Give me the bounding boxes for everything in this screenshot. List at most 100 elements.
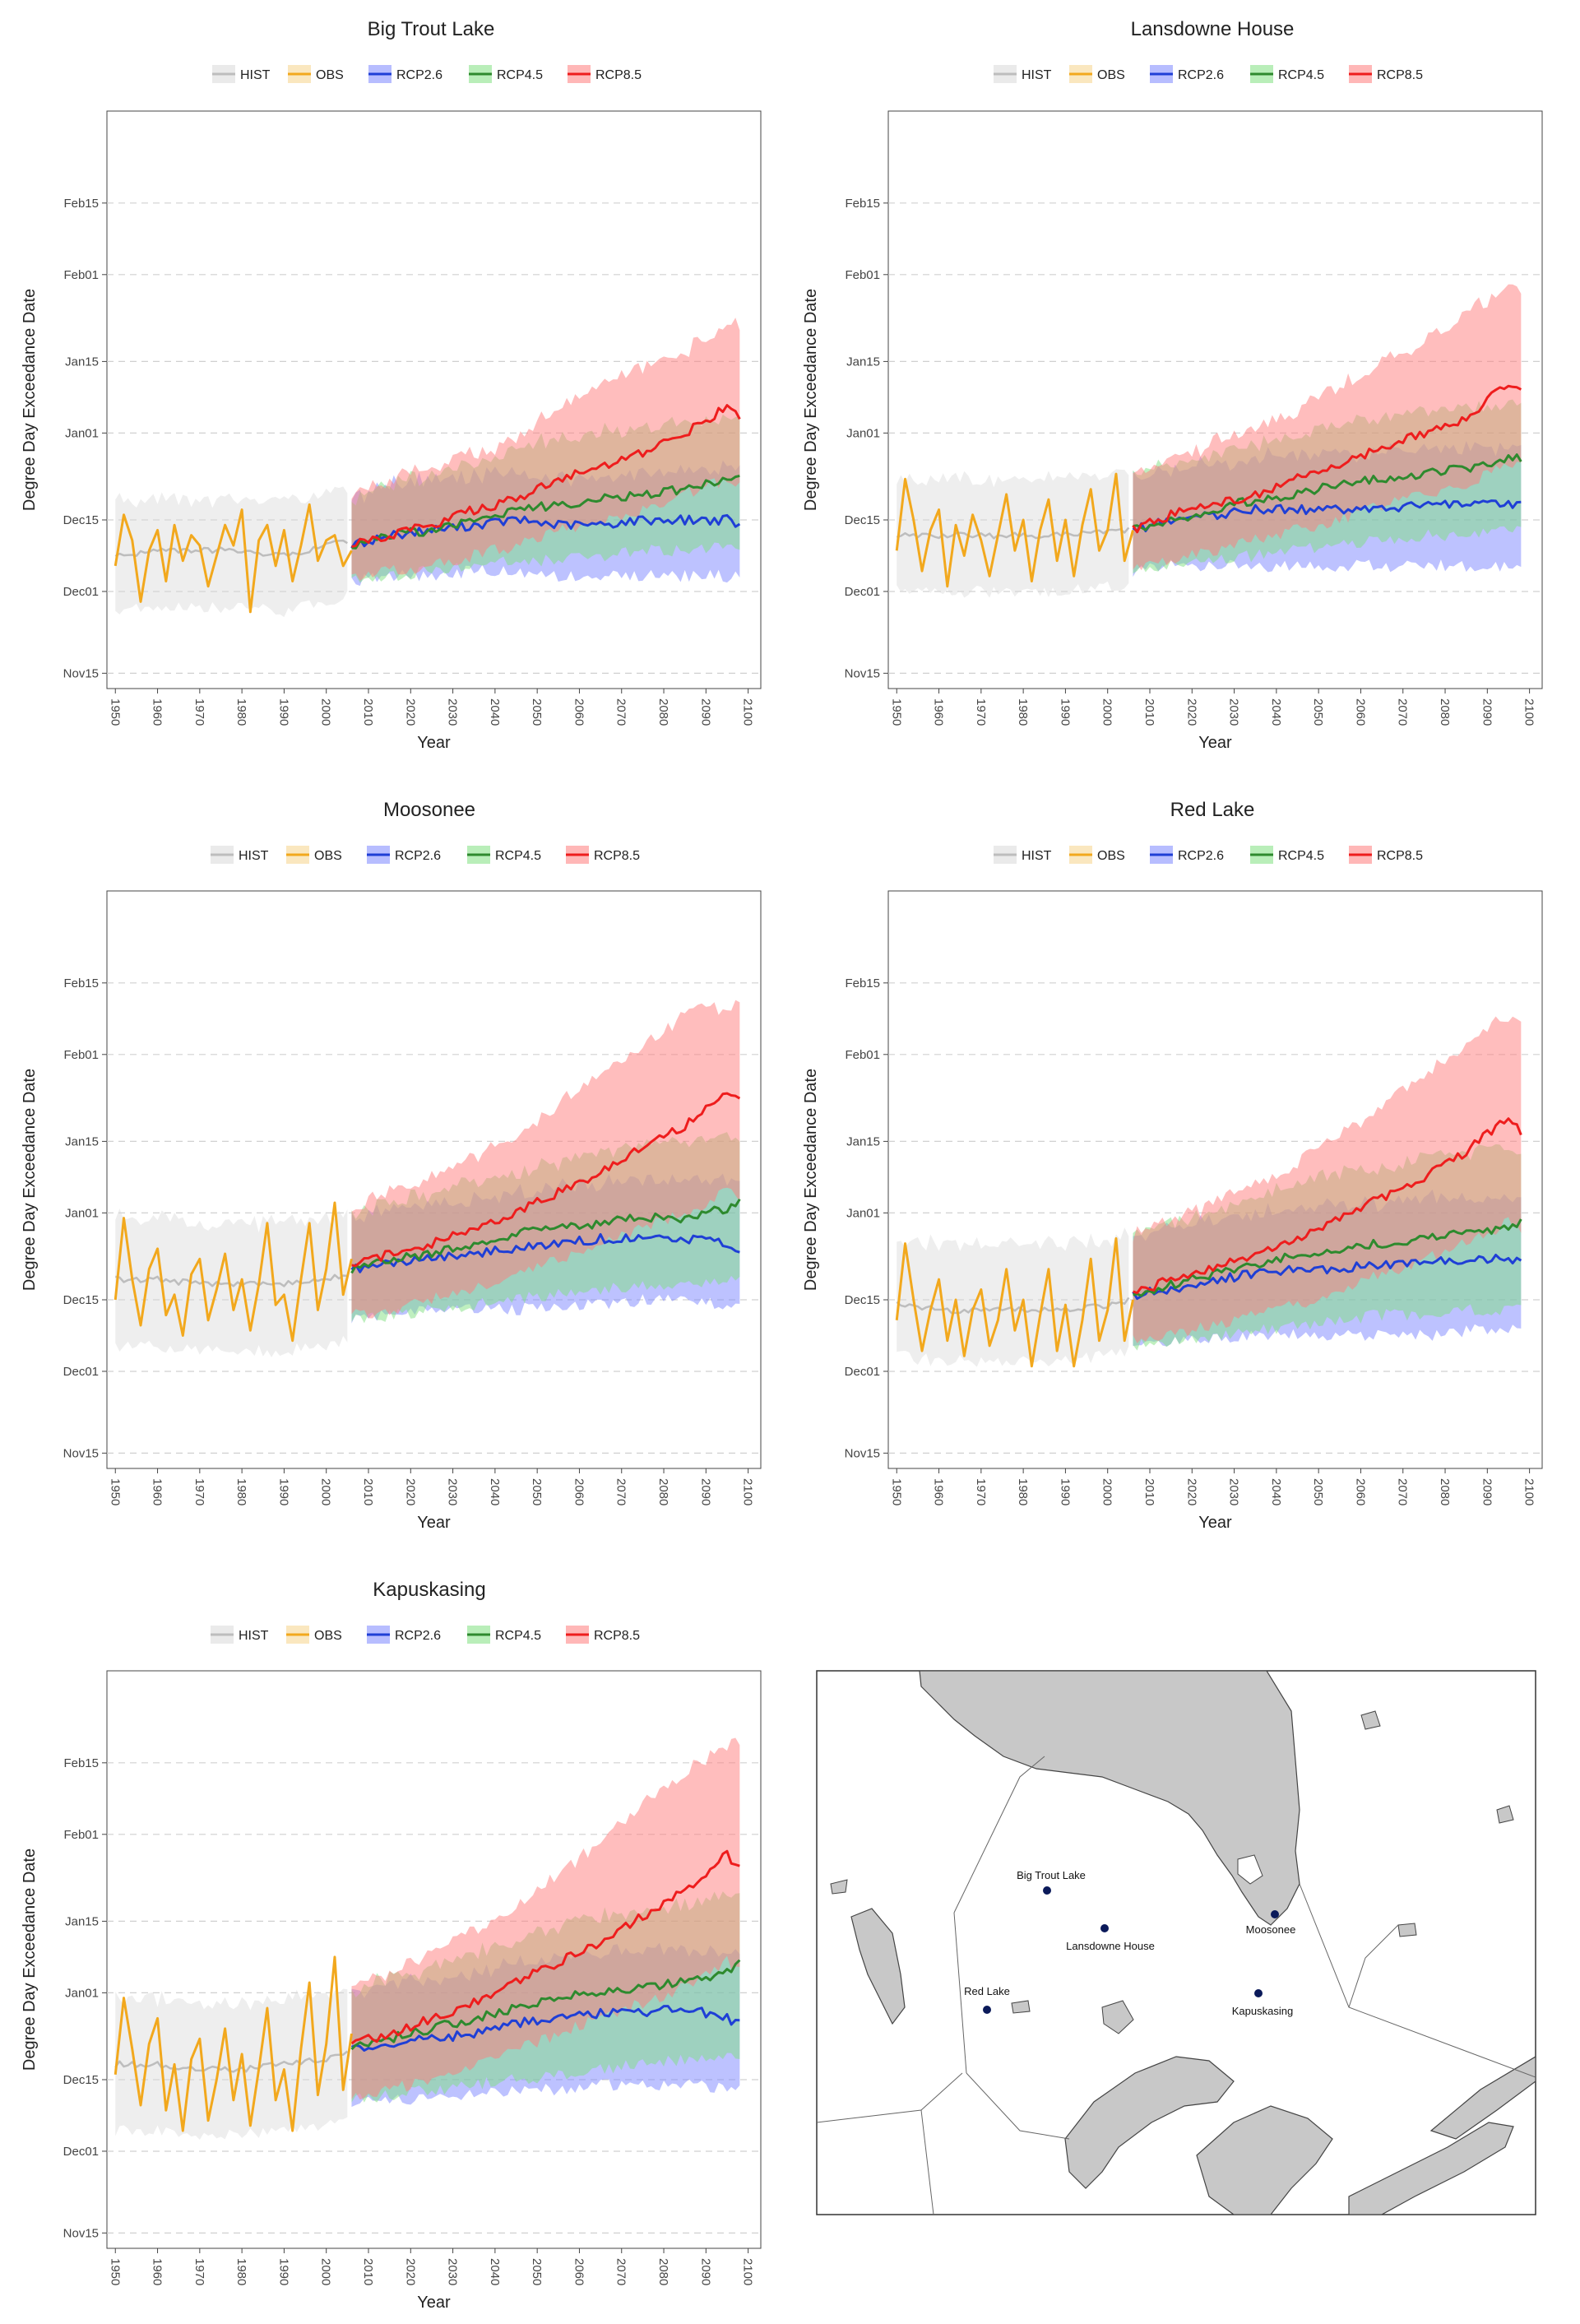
legend-label: RCP8.5	[594, 1629, 640, 1643]
map-point-kapuskasing	[1254, 1989, 1263, 1997]
legend-label: RCP4.5	[1278, 68, 1324, 82]
legend-label: RCP2.6	[395, 1629, 441, 1643]
x-tick-label: 2080	[656, 2258, 670, 2285]
band-hist	[897, 1227, 1129, 1367]
series-line-obs	[114, 1201, 353, 1343]
map-point-lansdowne-house	[1100, 1924, 1109, 1932]
legend-rcp2-6-lansdowne-house: RCP2.6	[1150, 65, 1224, 83]
legend-label: RCP4.5	[495, 849, 541, 863]
legend-label: RCP8.5	[1377, 849, 1423, 863]
x-tick-label: 1980	[234, 2258, 248, 2285]
x-tick-label: 1960	[151, 698, 164, 726]
legend-hist-lansdowne-house: HIST	[994, 65, 1052, 83]
map-great-lakes	[1064, 2056, 1235, 2189]
x-tick-label: 2070	[614, 2258, 628, 2285]
x-tick-label: 2010	[361, 2258, 375, 2285]
x-tick-label: 2100	[741, 698, 755, 726]
y-tick-label: Jan01	[65, 1986, 99, 2000]
legend-hist-moosonee: HIST	[211, 846, 269, 864]
legend-rcp8-5-big-trout-lake: RCP8.5	[568, 65, 642, 83]
series-line-obs	[895, 1236, 1134, 1368]
panel-lansdowne-house: Lansdowne House HIST OBS RCP2.6 RCP4.5 RCP8.5…	[802, 18, 1543, 752]
legend-label: OBS	[1097, 68, 1125, 82]
x-tick-label: 1970	[974, 1478, 988, 1505]
y-tick-label: Feb01	[845, 1048, 880, 1062]
legend-label: HIST	[1022, 849, 1052, 863]
moosonee-y-axis-label: Degree Day Exceedance Date	[21, 1069, 39, 1291]
y-tick-label: Feb01	[63, 268, 99, 282]
map-label-moosonee: Moosonee	[1246, 1923, 1296, 1936]
series-line-rcp4-5	[350, 1959, 741, 2051]
x-tick-label: 2000	[1100, 1478, 1114, 1505]
legend-rcp4-5-lansdowne-house: RCP4.5	[1250, 65, 1324, 83]
legend-rcp2-6-moosonee: RCP2.6	[367, 846, 441, 864]
x-tick-label: 1970	[192, 1478, 206, 1505]
x-tick-label: 2080	[656, 1478, 670, 1505]
y-tick-label: Nov15	[63, 1446, 99, 1460]
y-tick-label: Dec01	[63, 585, 99, 599]
y-tick-label: Feb15	[845, 197, 880, 211]
map-lake-michigan-huron	[1196, 2105, 1333, 2215]
x-tick-label: 2010	[1142, 698, 1156, 726]
legend-rcp2-6-red-lake: RCP2.6	[1150, 846, 1224, 864]
lansdowne-house-title: Lansdowne House	[1131, 18, 1295, 40]
legend-rcp8-5-lansdowne-house: RCP8.5	[1349, 65, 1423, 83]
x-tick-label: 2000	[319, 1478, 333, 1505]
y-tick-label: Feb01	[845, 268, 880, 282]
legend-label: RCP4.5	[497, 68, 543, 82]
legend-label: RCP2.6	[1178, 68, 1224, 82]
x-tick-label: 1980	[234, 1478, 248, 1505]
x-tick-label: 2090	[1480, 1478, 1494, 1505]
legend-label: OBS	[1097, 849, 1125, 863]
y-tick-label: Feb01	[63, 1048, 99, 1062]
x-tick-label: 2020	[403, 1478, 417, 1505]
x-tick-label: 2030	[1227, 1478, 1241, 1505]
x-tick-label: 2010	[1142, 1478, 1156, 1505]
y-tick-label: Jan15	[65, 1134, 99, 1148]
legend-hist-big-trout-lake: HIST	[212, 65, 271, 83]
lansdowne-house-x-axis-label: Year	[1198, 734, 1232, 752]
legend-label: RCP4.5	[495, 1629, 541, 1643]
map-st-lawrence	[1429, 2056, 1536, 2140]
band-hist	[115, 486, 348, 618]
x-tick-label: 2050	[530, 1478, 544, 1505]
x-tick-label: 1980	[1016, 698, 1030, 726]
map-label-big-trout-lake: Big Trout Lake	[1017, 1869, 1086, 1881]
x-tick-label: 2060	[1353, 1478, 1367, 1505]
legend-rcp8-5-kapuskasing: RCP8.5	[566, 1626, 640, 1644]
red-lake-title: Red Lake	[1170, 799, 1255, 821]
x-tick-label: 1960	[932, 698, 946, 726]
x-tick-label: 2100	[1522, 1478, 1536, 1505]
panel-kapuskasing: Kapuskasing HIST OBS RCP2.6 RCP4.5 RCP8.5 Nov1…	[21, 1579, 762, 2312]
x-tick-label: 2050	[530, 2258, 544, 2285]
map-label-kapuskasing: Kapuskasing	[1232, 2005, 1293, 2017]
x-tick-label: 2090	[698, 2258, 712, 2285]
x-tick-label: 2080	[1438, 1478, 1452, 1505]
series-line-rcp8-5	[351, 1092, 741, 1268]
legend-label: OBS	[314, 849, 342, 863]
band-rcp8-5	[351, 318, 740, 581]
map-label-red-lake: Red Lake	[964, 1985, 1010, 1997]
y-tick-label: Jan15	[846, 355, 880, 369]
x-tick-label: 1990	[1058, 698, 1072, 726]
y-tick-label: Dec15	[845, 1293, 880, 1307]
y-tick-label: Jan15	[65, 1914, 99, 1928]
panel-moosonee: Moosonee HIST OBS RCP2.6 RCP4.5 RCP8.5 Nov15 De…	[21, 799, 762, 1532]
x-tick-label: 1950	[108, 2258, 122, 2285]
x-tick-label: 2100	[741, 1478, 755, 1505]
series-line-rcp4-5	[1133, 453, 1522, 531]
x-tick-label: 2050	[530, 698, 544, 726]
x-tick-label: 2050	[1311, 1478, 1325, 1505]
legend-rcp8-5-red-lake: RCP8.5	[1349, 846, 1423, 864]
legend-obs-lansdowne-house: OBS	[1069, 65, 1125, 83]
x-tick-label: 2040	[1269, 1478, 1283, 1505]
series-line-hist	[115, 1273, 348, 1287]
map-label-lansdowne-house: Lansdowne House	[1066, 1940, 1155, 1952]
map-lake-winnipeg	[850, 1908, 906, 2025]
band-rcp8-5	[1133, 1016, 1522, 1343]
x-tick-label: 2060	[572, 1478, 586, 1505]
moosonee-series	[114, 1000, 741, 1357]
y-tick-label: Dec15	[63, 2073, 99, 2087]
x-tick-label: 1980	[234, 698, 248, 726]
y-tick-label: Feb15	[63, 1756, 99, 1770]
